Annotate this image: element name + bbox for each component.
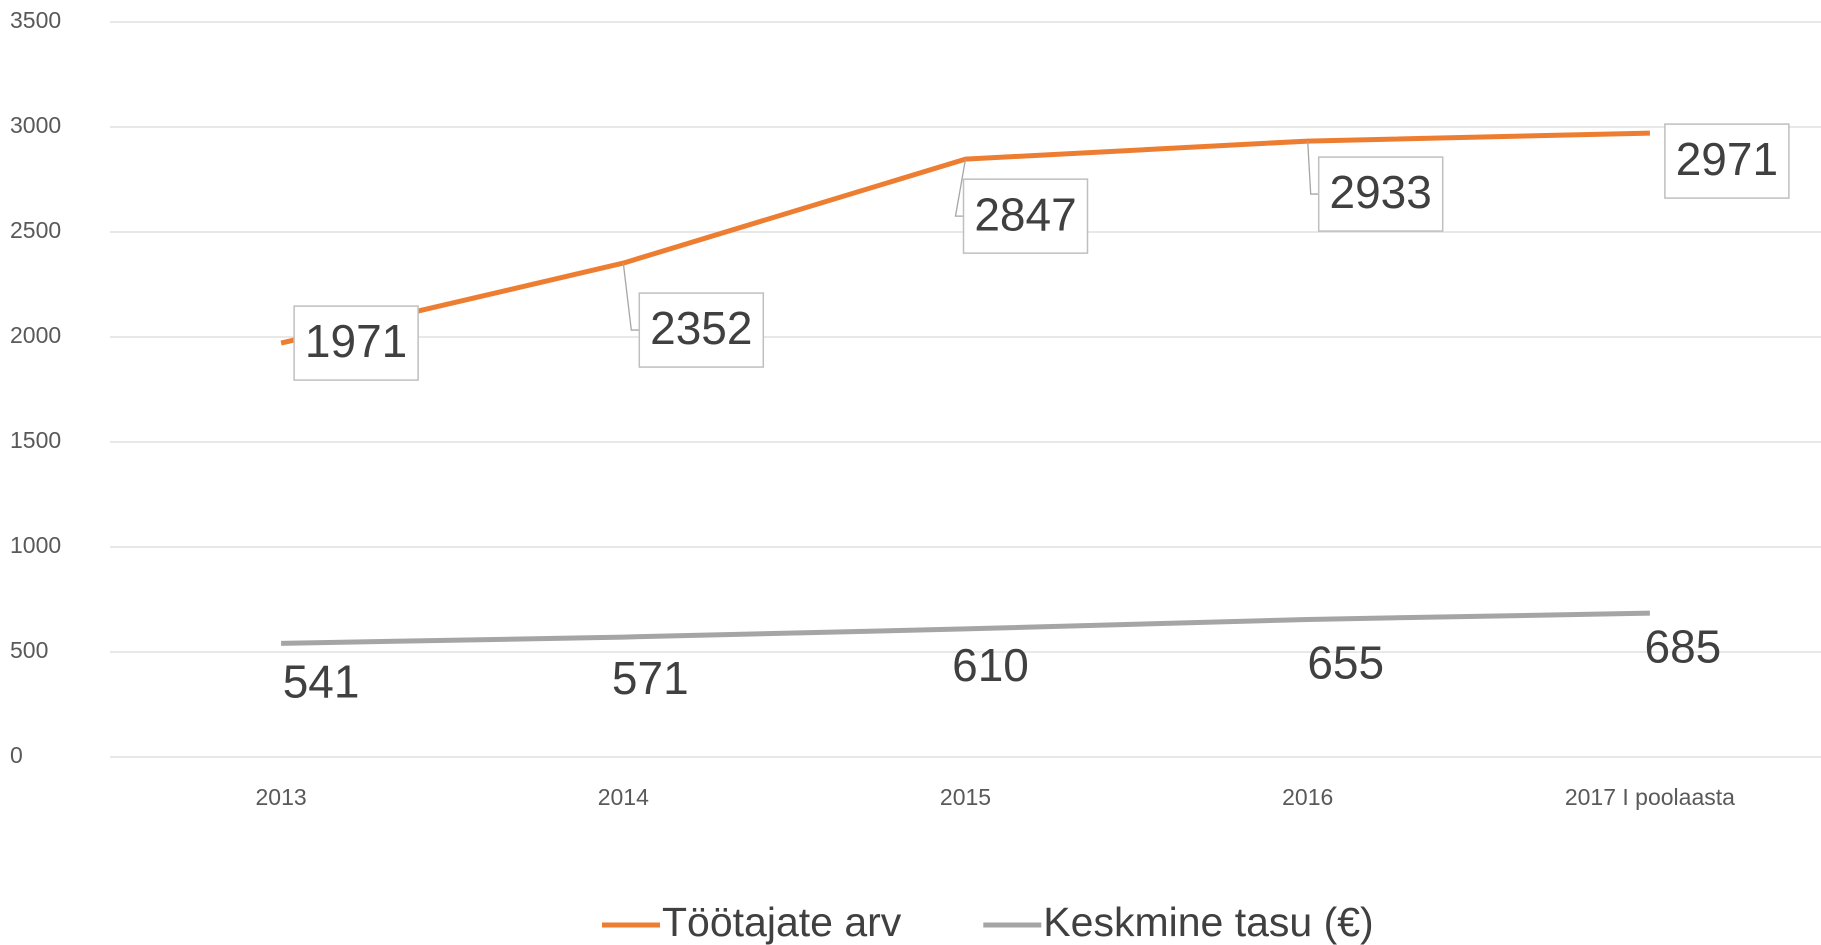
- label-box: [1317, 156, 1444, 232]
- series-line: [281, 610, 1650, 646]
- leader-line: [1307, 141, 1319, 195]
- x-tick-label: 2013: [256, 784, 307, 810]
- data-label: 1971: [305, 315, 407, 367]
- data-label: 610: [952, 639, 1029, 691]
- data-label: 541: [283, 656, 360, 708]
- data-label: 2847: [974, 188, 1076, 240]
- x-tick-label: 2015: [940, 784, 991, 810]
- label-box: [293, 305, 419, 381]
- data-label: 571: [612, 652, 689, 704]
- x-tick-label: 2014: [598, 784, 649, 810]
- leader-line: [954, 159, 967, 217]
- y-tick-label: 2500: [10, 217, 61, 243]
- y-tick-label: 1500: [10, 427, 61, 453]
- label-box: [1664, 123, 1790, 199]
- data-label: 2933: [1330, 166, 1432, 218]
- y-tick-label: 0: [10, 742, 23, 768]
- data-label: 2352: [650, 302, 752, 354]
- x-tick-label: 2016: [1282, 784, 1333, 810]
- y-tick-label: 2000: [10, 322, 61, 348]
- y-tick-label: 500: [10, 637, 48, 663]
- label-box: [962, 178, 1089, 254]
- x-tick-label: 2017 I poolaasta: [1565, 784, 1735, 810]
- data-label: 2971: [1676, 133, 1778, 185]
- y-tick-label: 3500: [10, 7, 61, 33]
- leader-line: [622, 263, 640, 331]
- legend-label: Töötajate arv: [662, 899, 902, 945]
- data-label: 655: [1307, 637, 1384, 689]
- y-tick-label: 1000: [10, 532, 61, 558]
- y-tick-label: 3000: [10, 112, 61, 138]
- legend-label: Keskmine tasu (€): [1043, 899, 1373, 945]
- label-box: [638, 292, 765, 368]
- data-label: 685: [1645, 620, 1722, 672]
